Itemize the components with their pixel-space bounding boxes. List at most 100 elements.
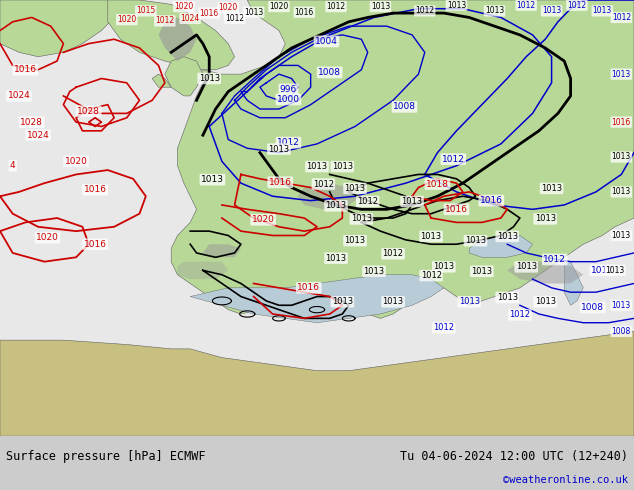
Text: 1013: 1013 <box>433 262 455 271</box>
Polygon shape <box>152 74 171 87</box>
Polygon shape <box>171 0 634 318</box>
Polygon shape <box>507 262 583 283</box>
Text: Surface pressure [hPa] ECMWF: Surface pressure [hPa] ECMWF <box>6 450 206 463</box>
Text: 1013: 1013 <box>593 6 612 15</box>
Text: 1012: 1012 <box>313 179 334 189</box>
Polygon shape <box>0 0 127 57</box>
Text: 1016: 1016 <box>295 8 314 17</box>
Text: 1012: 1012 <box>415 6 434 15</box>
Text: 1013: 1013 <box>201 175 224 184</box>
Text: 1013: 1013 <box>325 201 347 210</box>
Text: 1008: 1008 <box>393 102 416 111</box>
Text: 4: 4 <box>10 161 15 170</box>
Text: 1000: 1000 <box>277 95 300 104</box>
Text: 1012: 1012 <box>612 13 631 22</box>
Polygon shape <box>158 18 197 61</box>
Text: 1013: 1013 <box>244 8 263 17</box>
Text: 1013: 1013 <box>332 297 353 306</box>
Polygon shape <box>469 236 533 257</box>
Text: 1016: 1016 <box>84 240 107 249</box>
Text: 1016: 1016 <box>84 185 107 194</box>
Polygon shape <box>203 244 241 257</box>
Text: 1012: 1012 <box>433 323 455 332</box>
Text: 1008: 1008 <box>318 68 341 77</box>
Text: 1012: 1012 <box>509 310 531 319</box>
Text: 1013: 1013 <box>534 215 556 223</box>
Polygon shape <box>298 183 361 209</box>
Text: 1012: 1012 <box>591 266 614 275</box>
Polygon shape <box>0 331 634 436</box>
Text: 1015: 1015 <box>136 6 155 15</box>
Text: 1013: 1013 <box>515 262 537 271</box>
Polygon shape <box>564 262 583 305</box>
Text: 1013: 1013 <box>542 6 561 15</box>
Text: 1020: 1020 <box>252 215 275 224</box>
Text: 1020: 1020 <box>65 157 87 166</box>
Text: 1012: 1012 <box>567 0 586 10</box>
Text: 1004: 1004 <box>315 37 338 46</box>
Text: 1013: 1013 <box>363 267 385 276</box>
Text: 1016: 1016 <box>14 65 37 74</box>
Text: 1013: 1013 <box>325 254 347 263</box>
Text: 1013: 1013 <box>382 297 404 306</box>
Text: ©weatheronline.co.uk: ©weatheronline.co.uk <box>503 475 628 485</box>
Text: 1012: 1012 <box>543 255 566 264</box>
Text: 1028: 1028 <box>20 118 43 126</box>
Text: 1016: 1016 <box>200 9 219 18</box>
Text: 1008: 1008 <box>612 327 631 336</box>
Text: 1012: 1012 <box>442 155 465 164</box>
Text: 1013: 1013 <box>465 236 486 245</box>
Text: 1016: 1016 <box>480 196 503 205</box>
Text: 1028: 1028 <box>77 107 100 116</box>
Text: 1013: 1013 <box>420 232 442 241</box>
Polygon shape <box>178 262 228 279</box>
Text: 1013: 1013 <box>612 152 631 162</box>
Text: 1013: 1013 <box>471 267 493 276</box>
Text: 1013: 1013 <box>612 70 631 78</box>
Text: 1012: 1012 <box>517 0 536 10</box>
Text: 1020: 1020 <box>174 2 193 11</box>
Text: 1013: 1013 <box>612 187 631 196</box>
Text: 1013: 1013 <box>351 215 372 223</box>
Text: 1012: 1012 <box>327 2 346 11</box>
Text: 1012: 1012 <box>420 271 442 280</box>
Text: 1013: 1013 <box>541 184 562 193</box>
Text: 1013: 1013 <box>485 6 504 15</box>
Text: 1013: 1013 <box>496 232 518 241</box>
Text: 1013: 1013 <box>371 2 390 11</box>
Polygon shape <box>165 57 203 96</box>
Text: 1016: 1016 <box>445 205 468 214</box>
Text: 1013: 1013 <box>534 297 556 306</box>
Text: 1016: 1016 <box>297 283 320 293</box>
Text: 1020: 1020 <box>36 233 59 242</box>
Text: 1013: 1013 <box>306 162 328 171</box>
Text: 1024: 1024 <box>27 131 49 140</box>
Text: 1013: 1013 <box>458 297 480 306</box>
Text: 1012: 1012 <box>357 197 378 206</box>
Text: 1018: 1018 <box>426 179 449 189</box>
Text: 1012: 1012 <box>225 14 244 23</box>
Text: 1013: 1013 <box>344 184 366 193</box>
Text: 1024: 1024 <box>181 14 200 23</box>
Polygon shape <box>108 0 235 70</box>
Text: 1012: 1012 <box>277 138 300 147</box>
Text: 996: 996 <box>280 85 297 94</box>
Text: 1013: 1013 <box>612 231 631 240</box>
Polygon shape <box>190 275 444 323</box>
Text: 1013: 1013 <box>332 162 353 171</box>
Text: 1013: 1013 <box>612 301 631 310</box>
Polygon shape <box>0 0 634 436</box>
Text: 1012: 1012 <box>155 17 174 25</box>
Text: 1020: 1020 <box>117 15 136 24</box>
Text: 1012: 1012 <box>382 249 404 258</box>
Text: 1016: 1016 <box>612 118 631 126</box>
Text: 1013: 1013 <box>605 266 624 275</box>
Text: 1020: 1020 <box>269 2 288 11</box>
Polygon shape <box>0 436 634 490</box>
Text: 1020: 1020 <box>219 3 238 12</box>
Text: 1013: 1013 <box>198 74 220 83</box>
Text: 1024: 1024 <box>8 92 30 100</box>
Text: 1013: 1013 <box>447 0 466 10</box>
Text: 1013: 1013 <box>268 145 290 154</box>
Text: 1013: 1013 <box>344 236 366 245</box>
